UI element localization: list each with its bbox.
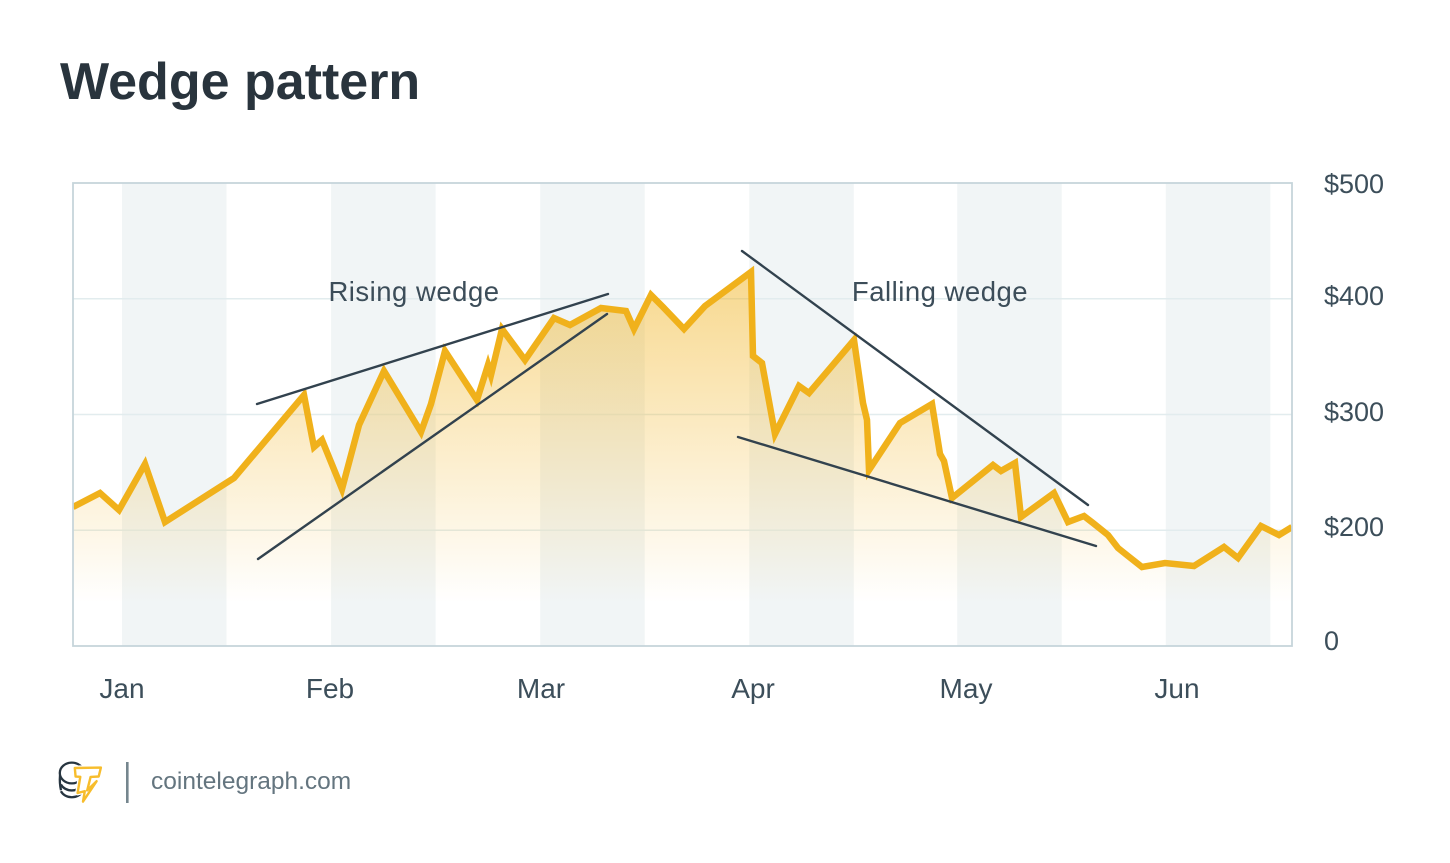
svg-text:$500: $500: [1324, 169, 1384, 199]
svg-text:$200: $200: [1324, 512, 1384, 542]
svg-text:Apr: Apr: [731, 673, 775, 704]
svg-text:Rising wedge: Rising wedge: [328, 276, 499, 307]
svg-text:0: 0: [1324, 626, 1339, 656]
svg-text:May: May: [940, 673, 993, 704]
svg-text:Jan: Jan: [99, 673, 144, 704]
svg-text:cointelegraph.com: cointelegraph.com: [151, 768, 351, 795]
svg-text:Mar: Mar: [517, 673, 565, 704]
svg-text:Wedge pattern: Wedge pattern: [60, 53, 420, 111]
svg-text:Jun: Jun: [1154, 673, 1199, 704]
svg-text:Falling wedge: Falling wedge: [852, 276, 1028, 307]
svg-text:Feb: Feb: [306, 673, 354, 704]
svg-text:$300: $300: [1324, 397, 1384, 427]
svg-text:$400: $400: [1324, 281, 1384, 311]
